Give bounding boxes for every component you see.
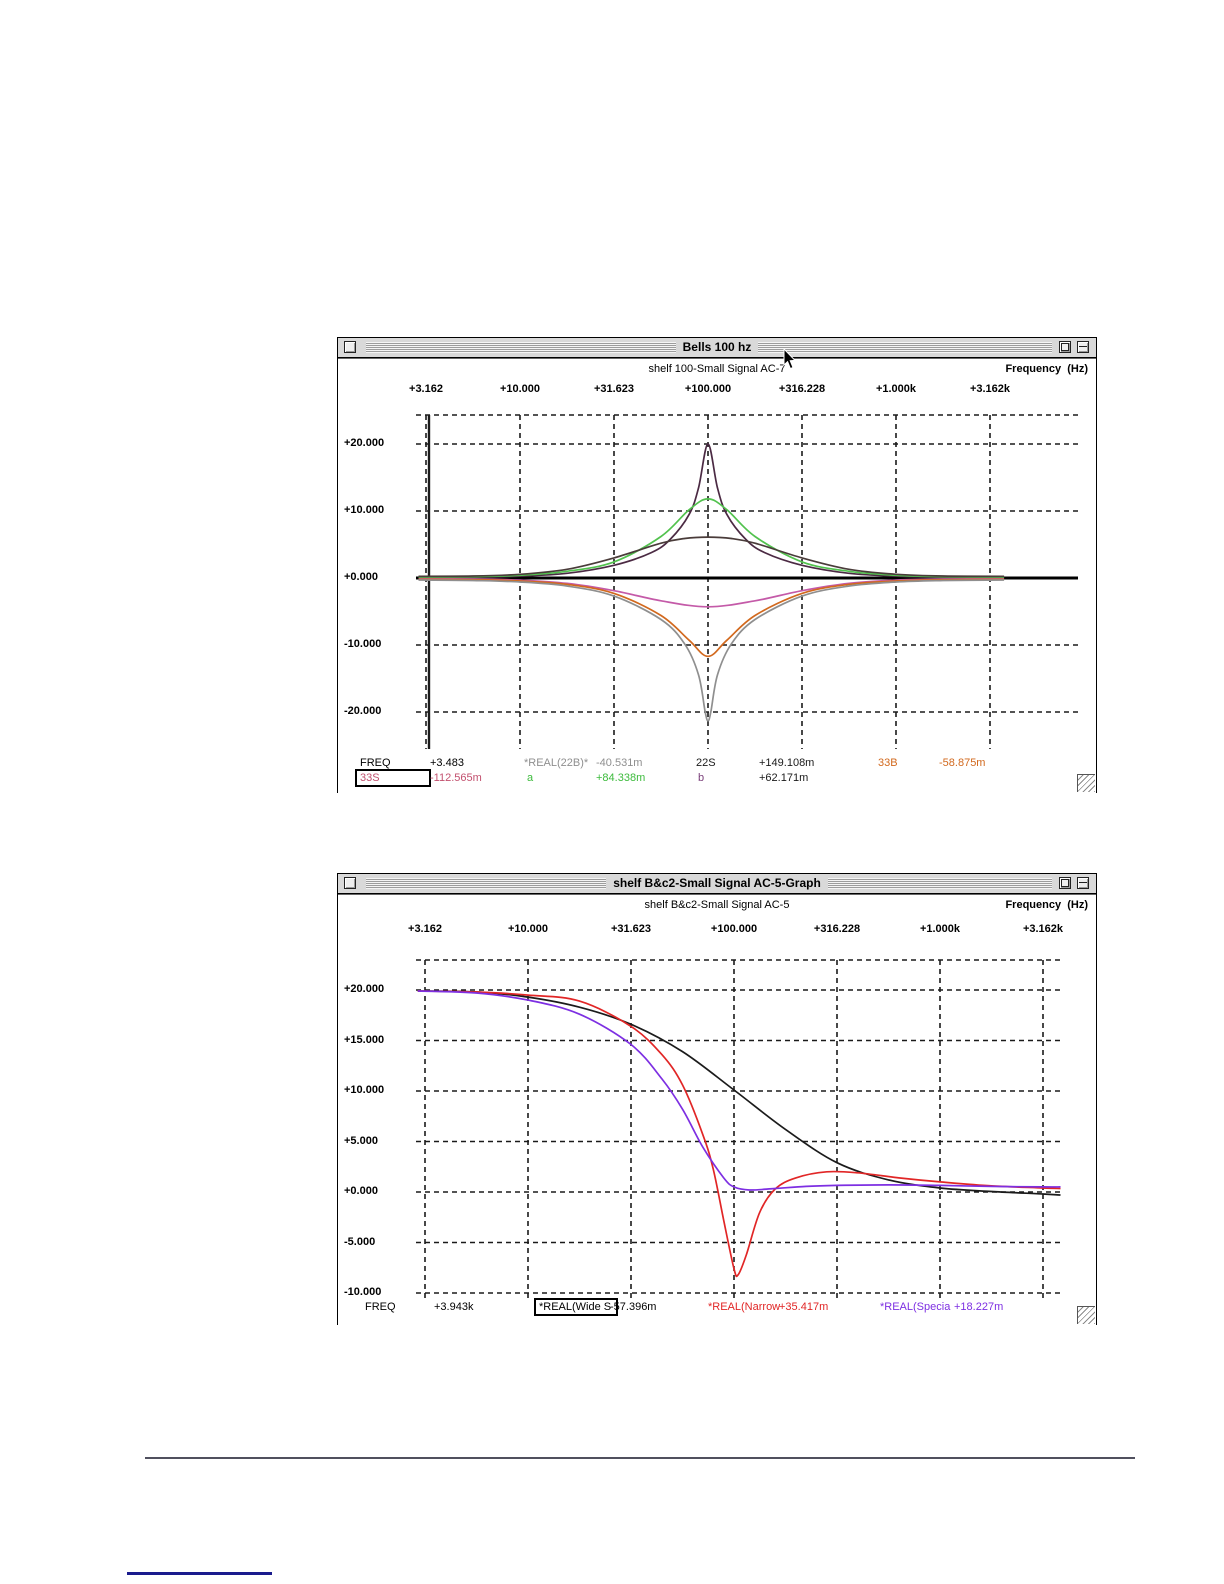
plot-area[interactable] (338, 895, 1096, 1325)
status-readout: -112.565m (430, 772, 482, 784)
y-tick-label: +0.000 (344, 1185, 378, 1197)
y-tick-label: +5.000 (344, 1134, 378, 1147)
x-tick-label: +10.000 (499, 383, 541, 395)
window2-plot-region: shelf B&c2-Small Signal AC-5 Frequency (… (338, 894, 1096, 1325)
mouse-cursor-icon (783, 349, 797, 370)
status-readout: 33B (878, 757, 898, 769)
y-tick-label: +15.000 (344, 1033, 385, 1046)
series-b (418, 536, 1005, 578)
status-readout: -58.875m (939, 757, 986, 769)
series-a (418, 498, 1005, 578)
zoom-box-icon[interactable] (1059, 877, 1071, 889)
series-22s (418, 443, 1005, 579)
status-readout: +3.943k (434, 1301, 474, 1313)
series-22b (418, 579, 1005, 722)
titlebar-stripes (366, 342, 1052, 353)
y-tick-label: +0.000 (344, 571, 378, 583)
x-tick-label: +3.162 (408, 923, 442, 935)
x-tick-label: +100.000 (710, 923, 758, 935)
collapse-box-icon[interactable] (1077, 341, 1089, 353)
window1-plot-region: shelf 100-Small Signal AC-7 Frequency (H… (338, 358, 1096, 793)
window1-subtitle: shelf 100-Small Signal AC-7 (648, 363, 786, 375)
series-33b (418, 578, 1005, 658)
status-readout: +62.171m (759, 772, 809, 784)
x-tick-label: +1.000k (919, 923, 961, 935)
resize-grip-icon[interactable] (1077, 1306, 1095, 1324)
x-tick-label: +31.623 (593, 383, 635, 395)
window2-titlebar[interactable]: shelf B&c2-Small Signal AC-5-Graph (338, 874, 1096, 894)
close-box-icon[interactable] (344, 877, 356, 889)
x-tick-label: +316.228 (778, 383, 826, 395)
status-readout: *REAL(Narrow (708, 1301, 781, 1313)
series-specia (417, 990, 1061, 1191)
series-33s (418, 577, 1005, 608)
status-readout: *REAL(22B)* (524, 757, 589, 769)
status-readout: FREQ (360, 757, 391, 769)
link-underline[interactable] (127, 1572, 272, 1575)
y-tick-label: +20.000 (344, 983, 385, 995)
y-tick-label: -10.000 (344, 638, 382, 650)
y-tick-label: +20.000 (344, 437, 385, 449)
status-readout: b (698, 772, 705, 784)
zoom-box-icon[interactable] (1059, 341, 1071, 353)
y-tick-label: +10.000 (344, 1084, 385, 1096)
x-tick-label: +10.000 (507, 923, 549, 935)
window1-titlebar[interactable]: Bells 100 hz (338, 338, 1096, 358)
status-readout: 22S (696, 757, 716, 769)
plot-area[interactable] (338, 359, 1096, 793)
y-tick-label: -10.000 (344, 1286, 382, 1298)
y-tick-label: -5.000 (344, 1235, 376, 1248)
x-tick-label: +100.000 (684, 383, 732, 395)
status-readout: +149.108m (759, 757, 815, 769)
x-tick-label: +3.162k (969, 383, 1011, 395)
x-tick-label: +3.162 (409, 383, 443, 395)
status-readout: +35.417m (779, 1301, 829, 1313)
status-readout: -57.396m (610, 1301, 657, 1313)
selected-trace-box[interactable]: 33S (355, 769, 431, 787)
titlebar-stripes (366, 878, 1052, 889)
status-readout: -40.531m (596, 757, 643, 769)
y-tick-label: -20.000 (344, 705, 382, 717)
selected-trace-box[interactable]: *REAL(Wide S (534, 1298, 618, 1316)
x-tick-label: +3.162k (1022, 923, 1064, 935)
resize-grip-icon[interactable] (1077, 774, 1095, 792)
series-wide-s (417, 990, 1061, 1196)
close-box-icon[interactable] (344, 341, 356, 353)
series-narrow (417, 990, 1061, 1278)
window1-frequency-label: Frequency (Hz) (1005, 363, 1088, 375)
y-tick-label: +10.000 (344, 504, 385, 516)
window-bells-100hz: Bells 100 hz shelf 100-Small Signal AC-7… (337, 337, 1097, 793)
window2-subtitle: shelf B&c2-Small Signal AC-5 (644, 899, 790, 911)
window2-frequency-label: Frequency (Hz) (1005, 899, 1088, 911)
page-divider-rule (145, 1457, 1135, 1459)
status-readout: FREQ (365, 1301, 396, 1313)
x-tick-label: +316.228 (813, 923, 861, 935)
x-tick-label: +31.623 (610, 923, 652, 935)
status-readout: +3.483 (430, 757, 464, 769)
status-readout: +18.227m (954, 1301, 1004, 1313)
status-readout: +84.338m (596, 772, 646, 784)
window-shelf-bc2: shelf B&c2-Small Signal AC-5-Graph shelf… (337, 873, 1097, 1325)
collapse-box-icon[interactable] (1077, 877, 1089, 889)
status-readout: a (527, 772, 534, 784)
status-readout: *REAL(Specia (880, 1301, 951, 1313)
x-tick-label: +1.000k (875, 383, 917, 395)
